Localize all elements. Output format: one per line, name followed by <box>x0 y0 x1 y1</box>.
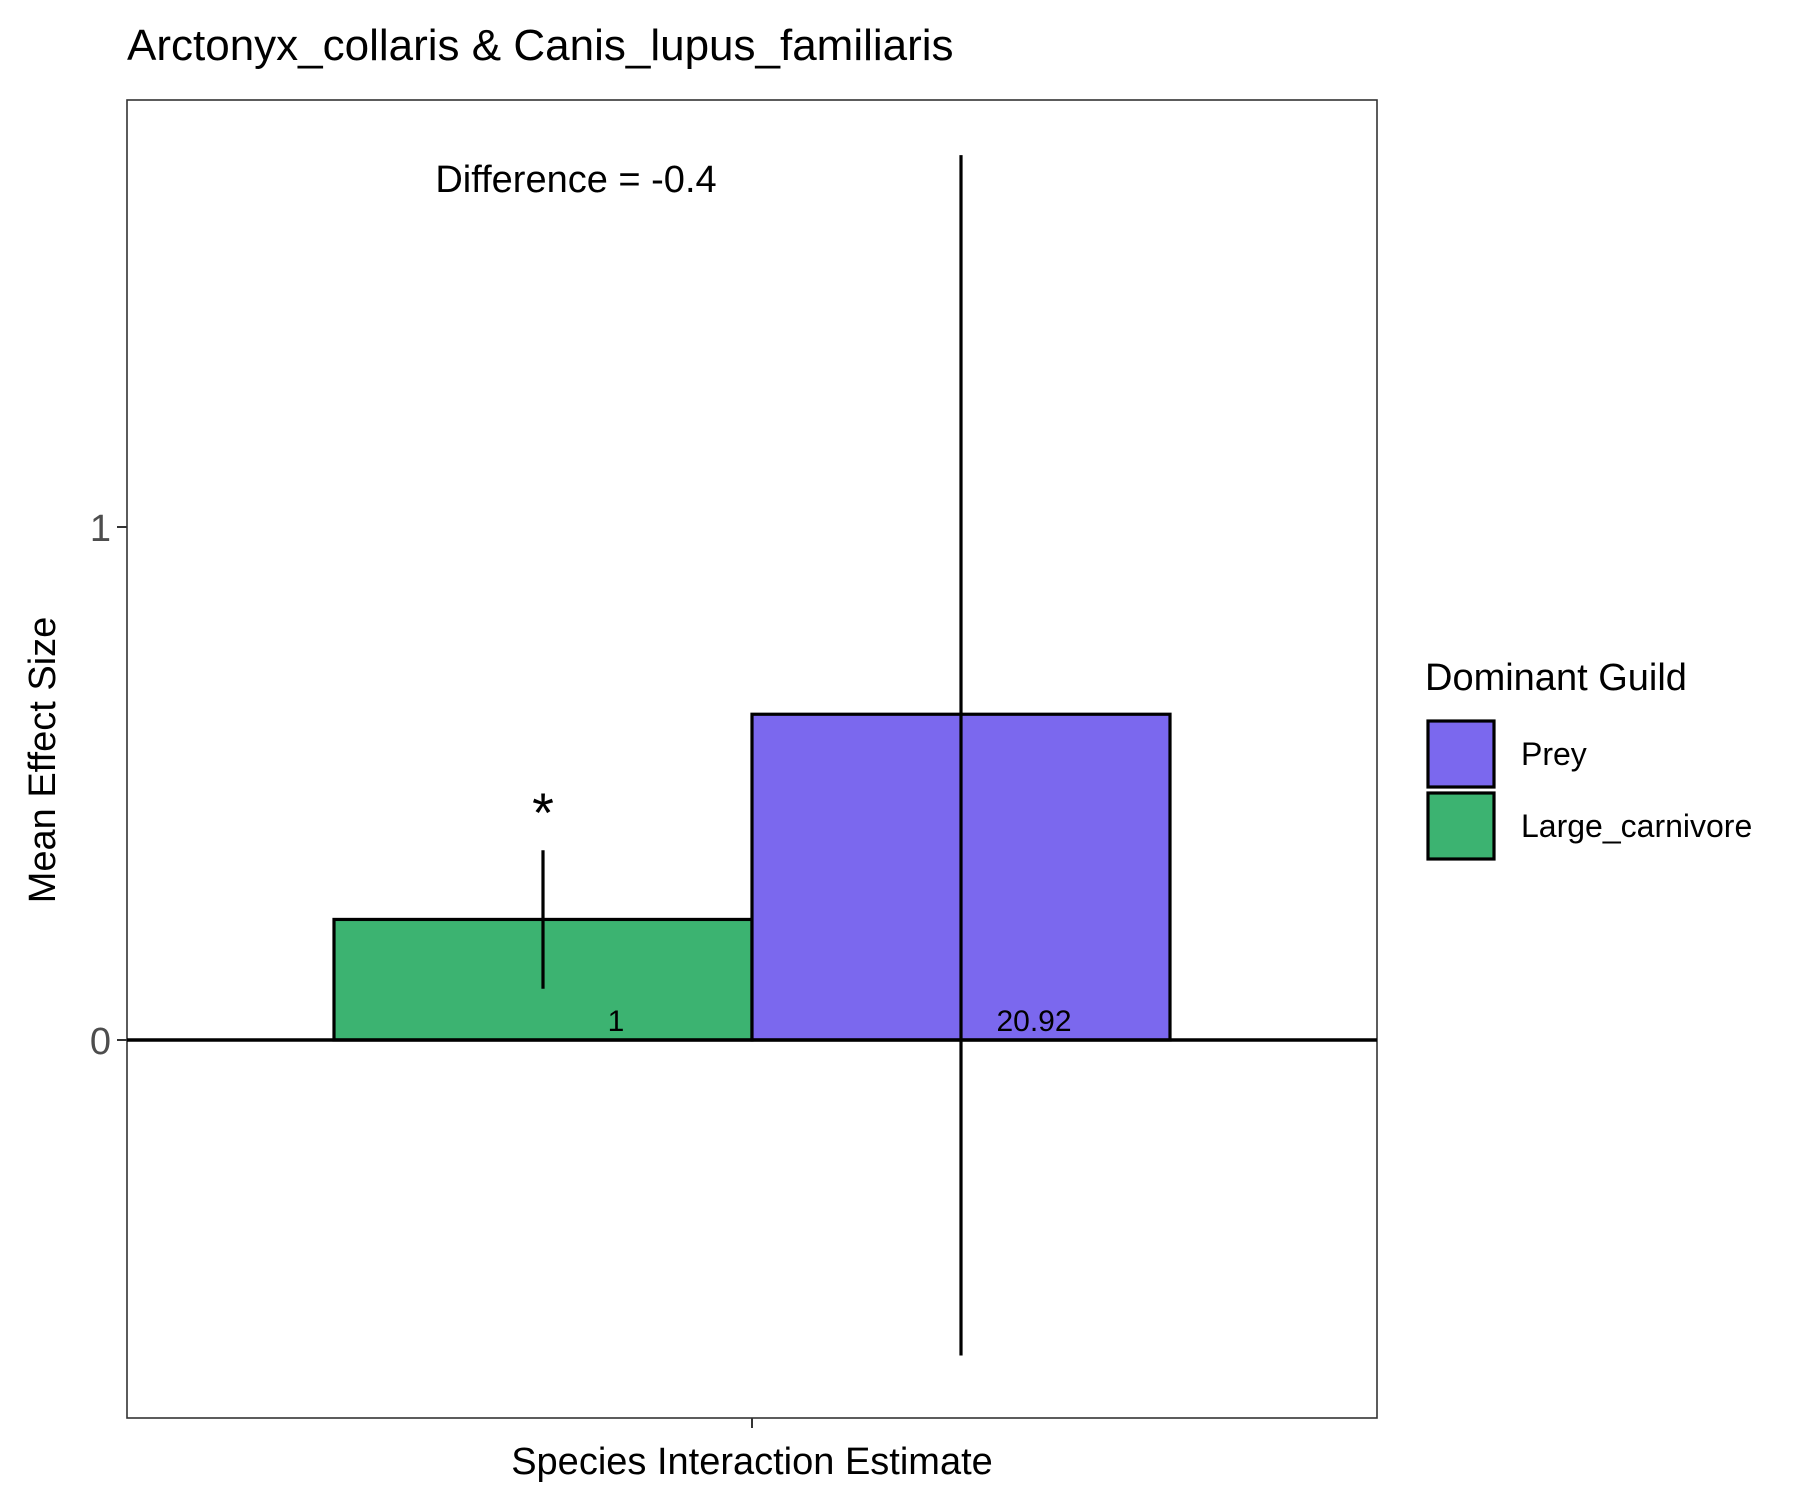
y-tick-label: 0 <box>90 1021 111 1063</box>
difference-annotation: Difference = -0.4 <box>435 159 716 201</box>
legend-title: Dominant Guild <box>1425 657 1687 699</box>
y-axis-label: Mean Effect Size <box>22 617 64 904</box>
chart-title: Arctonyx_collaris & Canis_lupus_familiar… <box>127 21 954 70</box>
legend-label: Large_carnivore <box>1521 808 1752 844</box>
legend-label: Prey <box>1521 736 1587 772</box>
x-axis-label: Species Interaction Estimate <box>511 1441 993 1483</box>
plot-marks: 1 * 20.92 <box>127 155 1377 1356</box>
y-tick-label: 1 <box>90 508 111 550</box>
legend-swatch <box>1426 791 1496 861</box>
legend: Dominant Guild Prey Large_carnivore <box>1425 657 1752 861</box>
significance-marker: * <box>532 781 554 844</box>
legend-swatch <box>1426 719 1496 789</box>
data-label: 1 <box>608 1005 625 1038</box>
axes: 01 <box>90 508 753 1428</box>
data-label: 20.92 <box>996 1005 1071 1038</box>
